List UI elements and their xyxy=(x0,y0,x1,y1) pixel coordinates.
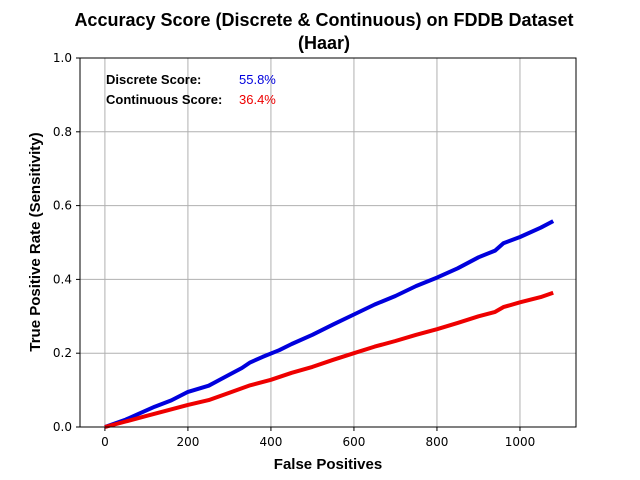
x-axis-label: False Positives xyxy=(274,456,382,473)
series-lines xyxy=(104,219,555,429)
y-tick-label: 0.2 xyxy=(53,346,72,360)
plot-frame xyxy=(79,57,577,428)
y-tick-label: 0.4 xyxy=(53,272,72,286)
x-tick-label: 400 xyxy=(259,435,282,449)
x-tick-label: 600 xyxy=(342,435,365,449)
chart-subtitle: (Haar) xyxy=(298,33,350,53)
x-tick-label: 0 xyxy=(101,435,109,449)
x-tick-label: 800 xyxy=(426,435,449,449)
y-tick-label: 0.8 xyxy=(53,125,72,139)
y-tick-label: 0.0 xyxy=(53,420,72,434)
score-annotations: Discrete Score: 55.8% Continuous Score: 36.… xyxy=(106,72,276,107)
annotation-label: Continuous Score: xyxy=(106,92,222,107)
chart-title: Accuracy Score (Discrete & Continuous) o… xyxy=(74,10,573,30)
annotation-value: 36.4% xyxy=(239,92,276,107)
x-tick-label: 1000 xyxy=(505,435,536,449)
annotation-label: Discrete Score: xyxy=(106,72,201,87)
axis-ticks: 0 200 400 600 800 1000 0.0 0.2 0.4 0.6 0.8 1.0 xyxy=(53,51,535,449)
annotation-value: 55.8% xyxy=(239,72,276,87)
y-tick-label: 0.6 xyxy=(53,199,72,213)
y-axis-label: True Positive Rate (Sensitivity) xyxy=(27,132,44,351)
y-tick-label: 1.0 xyxy=(53,51,72,65)
continuous-score-line xyxy=(104,290,554,429)
discrete-score-line xyxy=(104,219,555,429)
x-tick-label: 200 xyxy=(176,435,199,449)
